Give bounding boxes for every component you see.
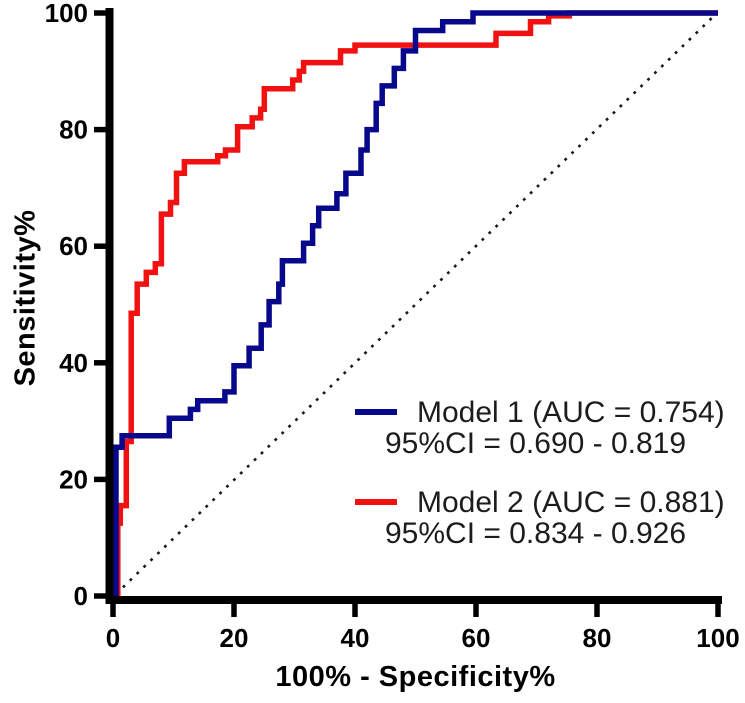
y-tick-label: 40: [59, 348, 88, 378]
y-tick-label: 80: [59, 115, 88, 145]
x-tick-label: 20: [220, 623, 249, 653]
y-tick-label: 100: [45, 0, 88, 28]
roc-curve-model-1: [113, 10, 718, 596]
legend-entry-model-2: Model 2 (AUC = 0.881) 95%CI = 0.834 - 0.…: [355, 487, 745, 549]
model-2-line-swatch: [355, 499, 397, 505]
x-tick-label: 40: [341, 623, 370, 653]
model-2-ci-label: 95%CI = 0.834 - 0.926: [385, 517, 687, 550]
x-tick-label: 80: [583, 623, 612, 653]
x-tick-label: 0: [106, 623, 120, 653]
x-tick-label: 100: [696, 623, 739, 653]
model-1-ci-label: 95%CI = 0.690 - 0.819: [385, 427, 687, 460]
legend: Model 1 (AUC = 0.754) 95%CI = 0.690 - 0.…: [355, 397, 745, 549]
y-tick-label: 20: [59, 464, 88, 494]
roc-curve-model-2: [115, 10, 718, 596]
model-1-label: Model 1 (AUC = 0.754): [417, 396, 725, 429]
model-1-line-swatch: [355, 409, 397, 415]
y-tick-label: 60: [59, 231, 88, 261]
y-axis-title: Sensitivity%: [9, 209, 42, 387]
y-tick-label: 0: [74, 581, 88, 611]
model-2-label: Model 2 (AUC = 0.881): [417, 486, 725, 519]
legend-entry-model-1: Model 1 (AUC = 0.754) 95%CI = 0.690 - 0.…: [355, 397, 745, 459]
x-axis-title: 100% - Specificity%: [275, 661, 556, 693]
x-tick-label: 60: [462, 623, 491, 653]
